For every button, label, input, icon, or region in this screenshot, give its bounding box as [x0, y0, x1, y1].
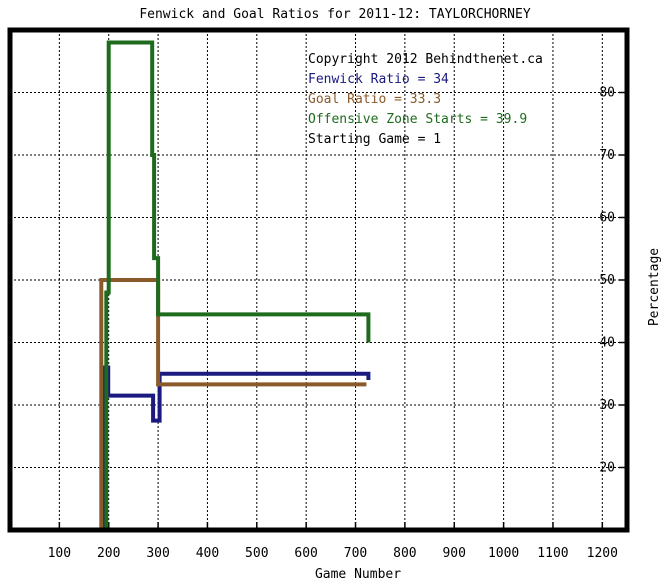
x-tick-label: 1200	[587, 546, 618, 561]
legend-entry: Starting Game = 1	[308, 132, 441, 147]
y-tick-label: 30	[599, 398, 615, 413]
legend-entry: Goal Ratio = 33.3	[308, 92, 441, 107]
x-axis-label: Game Number	[315, 567, 401, 580]
y-tick-labels: 20 30 40 50 60 70 80	[599, 86, 615, 476]
x-tick-label: 900	[442, 546, 465, 561]
x-tick-label: 400	[196, 546, 219, 561]
legend-entry: Fenwick Ratio = 34	[308, 72, 449, 87]
x-tick-label: 600	[294, 546, 317, 561]
series-line-fenwick-ratio	[102, 365, 371, 530]
y-tick-label: 40	[599, 336, 615, 351]
x-tick-labels: 100 200 300 400 500 600 700 800 900 1000 1100 1200	[48, 546, 618, 561]
y-axis-label: Percentage	[647, 248, 662, 326]
y-tick-label: 70	[599, 148, 615, 163]
legend-entry: Offensive Zone Starts = 39.9	[308, 112, 527, 127]
chart-title: Fenwick and Goal Ratios for 2011-12: TAY…	[139, 7, 531, 22]
y-tick-label: 50	[599, 273, 615, 288]
series-line-offensive-zone-starts	[104, 40, 371, 530]
y-tick-label: 60	[599, 211, 615, 226]
x-tick-label: 1000	[488, 546, 519, 561]
x-tick-label: 300	[146, 546, 169, 561]
grid	[10, 30, 627, 530]
legend: Copyright 2012 Behindthenet.ca Fenwick Ra…	[308, 52, 543, 147]
x-tick-label: 800	[393, 546, 416, 561]
x-tick-label: 700	[344, 546, 367, 561]
x-tick-label: 500	[245, 546, 268, 561]
x-tick-label: 100	[48, 546, 71, 561]
y-tick-label: 80	[599, 86, 615, 101]
plot-frame	[7, 27, 630, 533]
legend-entry: Copyright 2012 Behindthenet.ca	[308, 52, 543, 67]
series-layer	[99, 40, 371, 530]
x-tick-label: 1100	[537, 546, 568, 561]
y-tick-label: 20	[599, 461, 615, 476]
x-tick-label: 200	[97, 546, 120, 561]
